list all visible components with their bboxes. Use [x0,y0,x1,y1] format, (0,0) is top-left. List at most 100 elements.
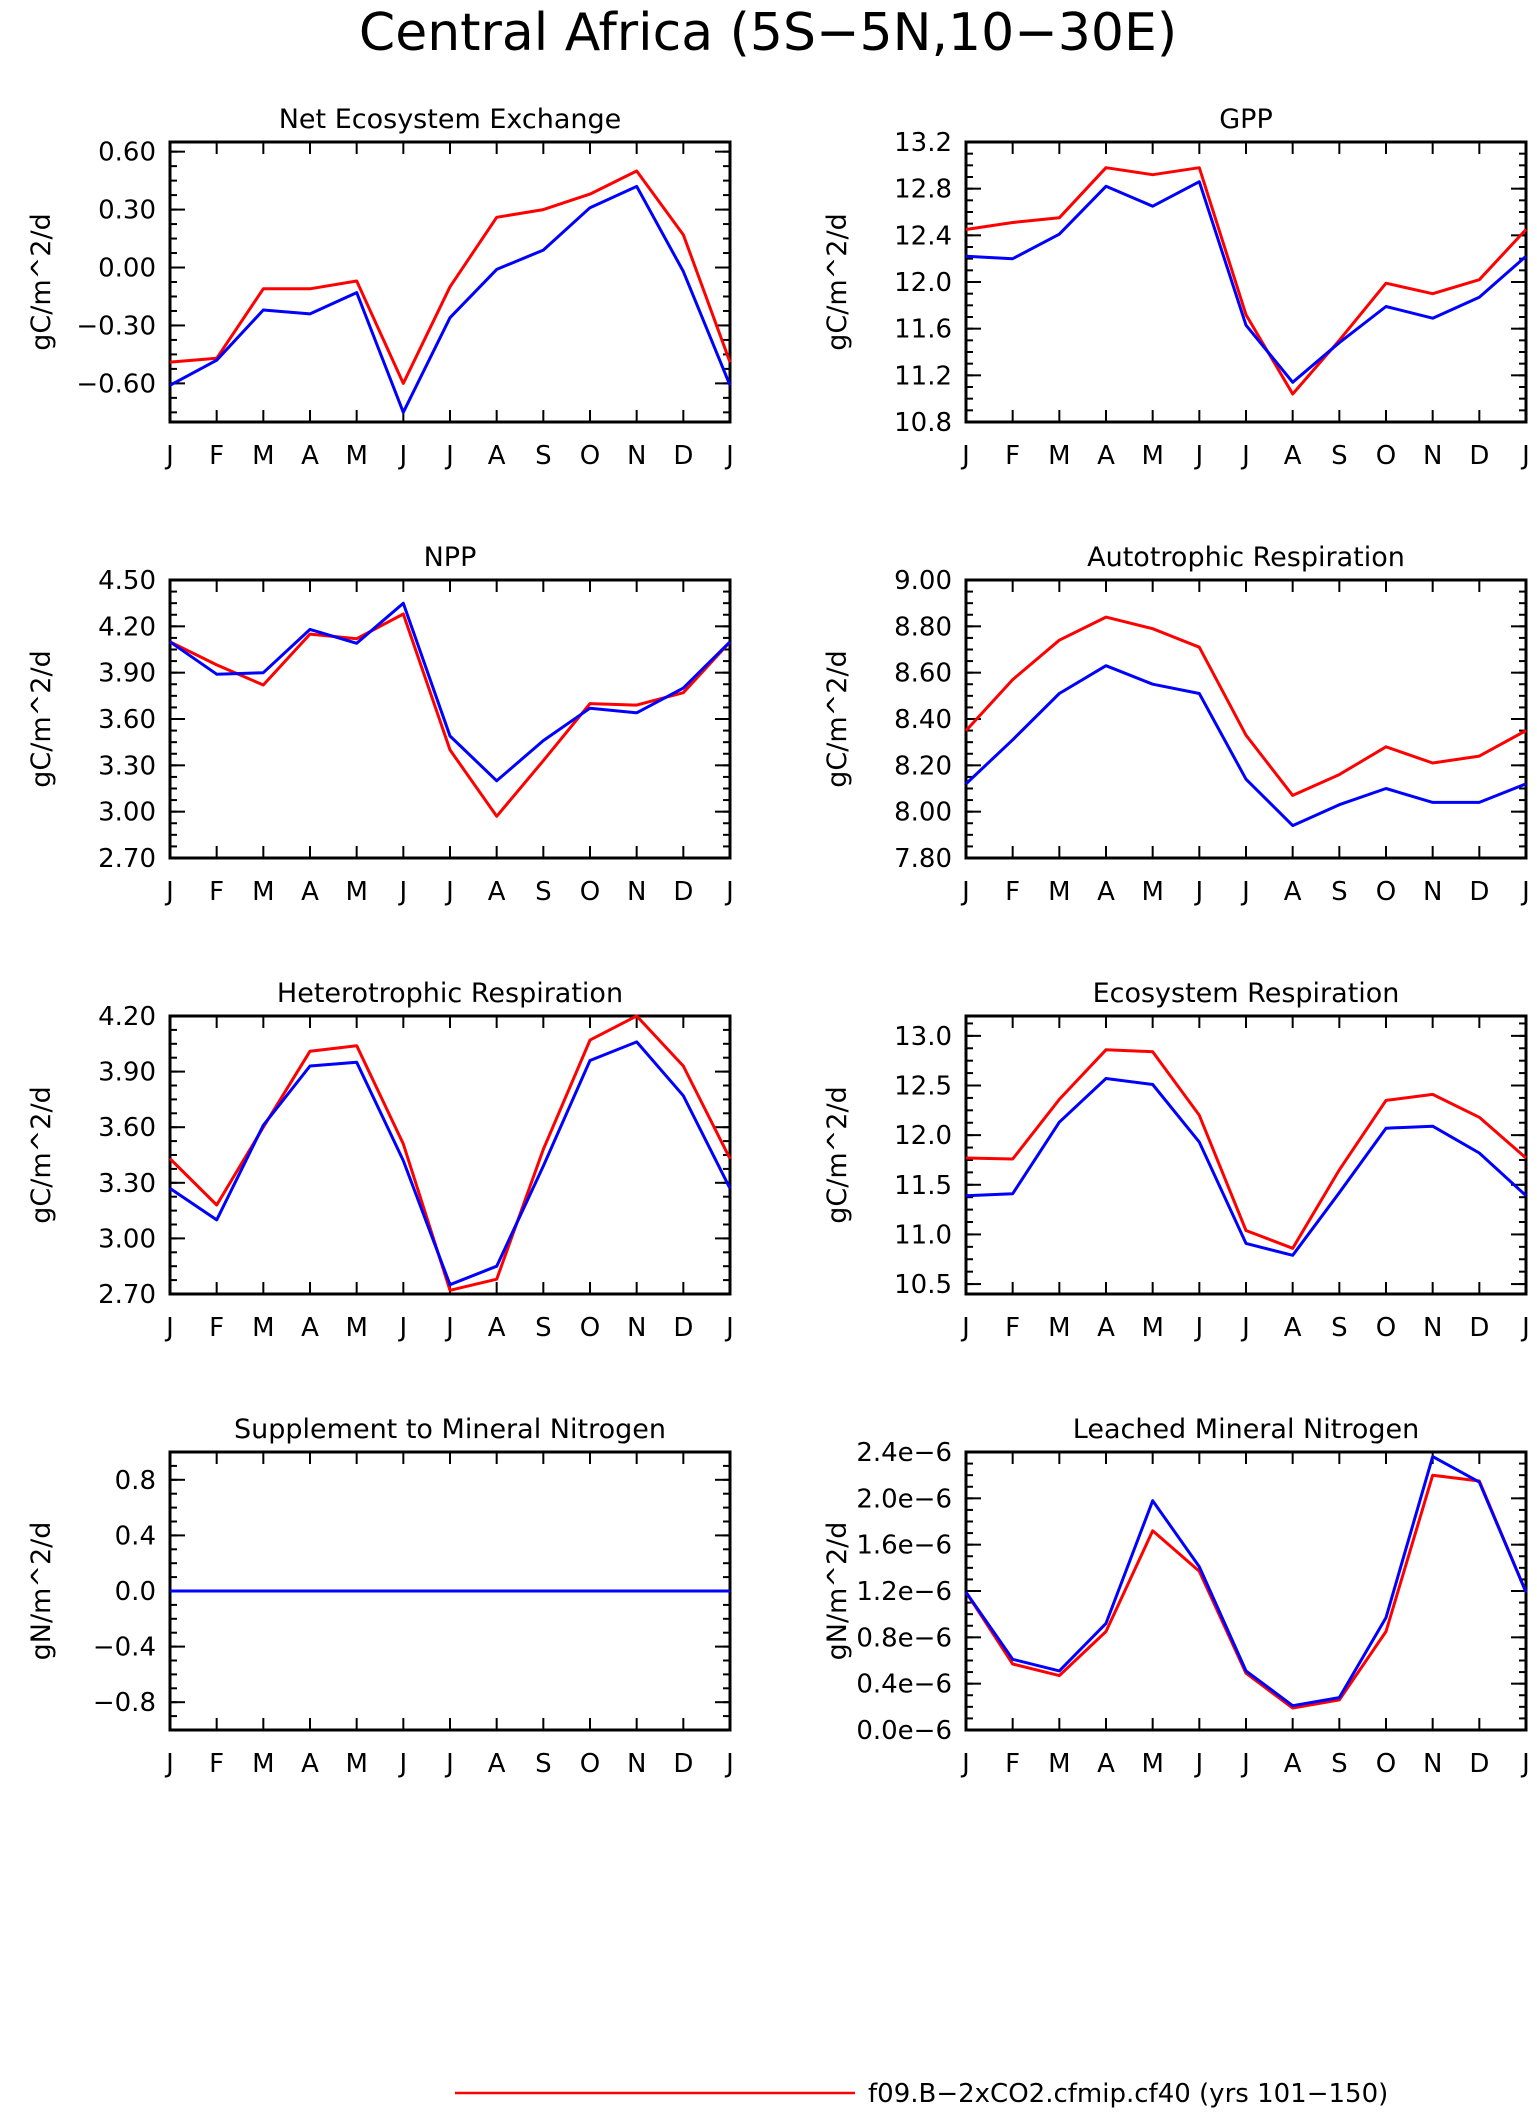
x-tick-label: J [164,1749,174,1779]
x-tick-label: J [164,1313,174,1343]
y-tick-label: 11.2 [894,361,952,391]
chart-title: Supplement to Mineral Nitrogen [234,1414,666,1445]
y-tick-label: 0.4e−6 [856,1670,952,1700]
series-line-blue [964,664,1527,828]
y-tick-label: 7.80 [894,844,952,874]
y-tick-label: 8.00 [894,798,952,828]
x-tick-label: O [1376,441,1396,471]
x-tick-label: O [1376,1313,1396,1343]
x-tick-label: O [580,441,600,471]
x-tick-label: O [580,1749,600,1779]
y-tick-label: 2.0e−6 [856,1484,952,1514]
y-axis-label: gC/m^2/d [822,650,853,787]
x-tick-label: N [1423,1313,1442,1343]
chart-title: NPP [424,542,477,573]
series-line-blue [965,1077,1528,1257]
y-tick-label: 3.60 [98,1113,156,1143]
chart-title: Ecosystem Respiration [1093,978,1400,1009]
y-tick-label: 13.0 [894,1022,952,1052]
series-line-red [169,612,732,818]
x-tick-label: S [1331,1749,1348,1779]
x-tick-label: A [1284,877,1302,907]
y-tick-label: 4.50 [98,566,156,596]
y-tick-label: 12.0 [894,268,952,298]
x-tick-label: F [1005,441,1020,471]
x-tick-label: S [535,1313,552,1343]
y-tick-label: 8.40 [894,705,952,735]
chart-title: Leached Mineral Nitrogen [1073,1414,1419,1445]
x-tick-label: S [535,441,552,471]
y-tick-label: 1.2e−6 [856,1577,952,1607]
y-tick-label: 3.60 [98,705,156,735]
x-tick-label: M [1048,1313,1070,1343]
x-tick-label: F [209,877,224,907]
x-tick-label: A [488,1749,506,1779]
y-tick-label: 3.00 [98,1224,156,1254]
x-tick-label: J [1520,1749,1530,1779]
series-line-blue [965,180,1527,384]
x-tick-label: M [345,877,367,907]
x-tick-label: S [535,877,552,907]
series-line-blue [169,1040,732,1287]
chart-title: Net Ecosystem Exchange [279,104,622,135]
x-tick-label: J [1520,877,1530,907]
y-tick-label: −0.30 [76,311,156,341]
series-line-red [965,166,1528,396]
x-tick-label: N [627,877,646,907]
series-line-red [168,1014,732,1292]
x-tick-label: J [724,1749,734,1779]
series-line-blue [964,1455,1528,1708]
x-tick-label: M [1048,877,1070,907]
x-tick-label: M [1048,1749,1070,1779]
y-tick-label: 4.20 [98,612,156,642]
x-tick-label: F [209,1313,224,1343]
series-line-red [965,1048,1527,1250]
x-tick-label: N [627,1313,646,1343]
x-tick-label: J [397,441,407,471]
plot-frame [168,578,732,860]
x-tick-label: D [1469,1749,1489,1779]
y-tick-label: 11.0 [894,1220,952,1250]
x-tick-label: D [1469,1313,1489,1343]
x-tick-label: A [1097,441,1115,471]
x-tick-label: D [1469,877,1489,907]
x-tick-label: A [488,441,506,471]
x-tick-label: S [535,1749,552,1779]
x-tick-label: J [444,877,454,907]
y-axis-label: gC/m^2/d [26,213,57,350]
x-tick-label: S [1331,441,1348,471]
y-tick-label: 0.4 [115,1521,156,1551]
x-tick-label: D [673,441,693,471]
y-tick-label: 10.5 [894,1270,952,1300]
y-tick-label: 12.5 [894,1072,952,1102]
x-tick-label: D [673,1313,693,1343]
x-tick-label: M [252,1749,274,1779]
x-tick-label: N [627,1749,646,1779]
x-tick-label: A [1097,1749,1115,1779]
y-axis-label: gC/m^2/d [822,1086,853,1223]
x-tick-label: F [209,1749,224,1779]
series-line-blue [169,601,732,783]
plot-frame [964,578,1528,860]
x-tick-label: J [1240,1313,1250,1343]
y-tick-label: −0.60 [76,369,156,399]
x-tick-label: J [444,1313,454,1343]
x-tick-label: J [1193,877,1203,907]
x-tick-label: J [724,877,734,907]
x-tick-label: A [488,877,506,907]
legend: f09.B−2xCO2.cfmip.cf40 (yrs 101−150) [455,2079,1388,2109]
x-tick-label: J [397,1313,407,1343]
y-tick-label: 3.90 [98,1058,156,1088]
x-tick-label: M [1141,441,1163,471]
legend-label: f09.B−2xCO2.cfmip.cf40 (yrs 101−150) [868,2079,1388,2109]
x-tick-label: A [1097,1313,1115,1343]
x-tick-label: A [301,1749,319,1779]
x-tick-label: J [164,877,174,907]
chart-panel-7: Supplement to Mineral Nitrogen gN/m^2/d J F… [26,1414,734,1779]
x-tick-label: O [580,1313,600,1343]
